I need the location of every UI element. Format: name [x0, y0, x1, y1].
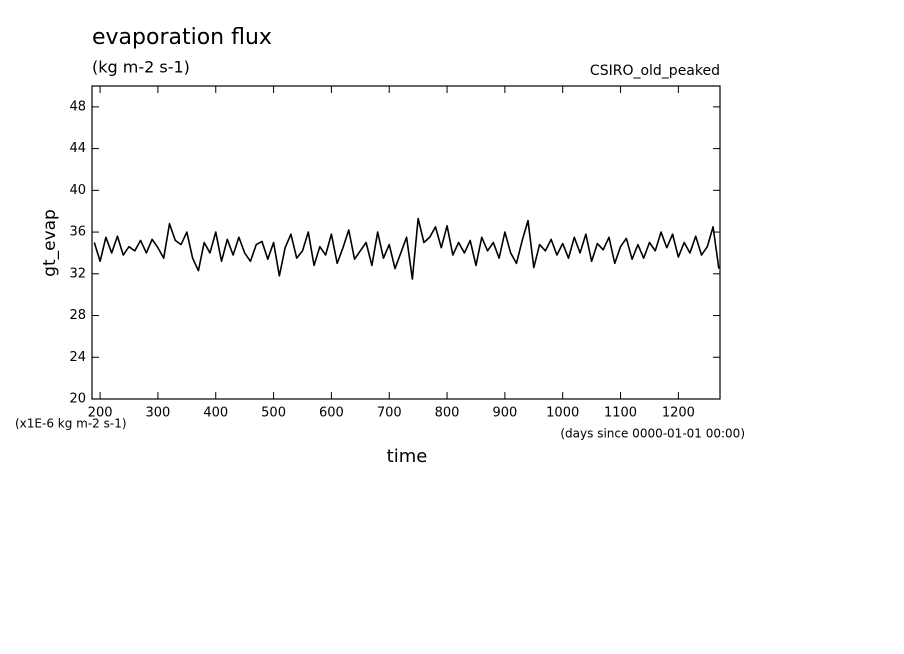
- dataset-label: CSIRO_old_peaked: [590, 63, 720, 79]
- x-tick-label: 200: [88, 406, 113, 421]
- y-axis-label: gt_evap: [40, 209, 60, 277]
- y-tick-label: 44: [69, 141, 86, 156]
- plot-frame: [91, 85, 721, 400]
- chart-title: evaporation flux: [92, 25, 272, 50]
- x-tick-label: 1100: [604, 406, 637, 421]
- y-tick-label: 48: [69, 99, 86, 114]
- x-tick-label: 1000: [546, 406, 579, 421]
- y-tick-label: 20: [69, 392, 86, 407]
- data-line: [93, 217, 720, 280]
- x-tick-label: 400: [203, 406, 228, 421]
- y-tick-label: 32: [69, 266, 86, 281]
- x-tick-label: 900: [492, 406, 517, 421]
- x-tick-label: 500: [261, 406, 286, 421]
- y-tick-label: 24: [69, 350, 86, 365]
- x-tick-label: 800: [435, 406, 460, 421]
- x-axis-label: time: [387, 446, 428, 467]
- y-tick-label: 28: [69, 308, 86, 323]
- x-tick-label: 600: [319, 406, 344, 421]
- chart-subtitle: (kg m-2 s-1): [92, 58, 190, 77]
- y-tick-label: 36: [69, 225, 86, 240]
- y-tick-label: 40: [69, 183, 86, 198]
- y-units-note: (x1E-6 kg m-2 s-1): [15, 417, 127, 431]
- x-tick-label: 1200: [662, 406, 695, 421]
- x-units-note: (days since 0000-01-01 00:00): [560, 427, 745, 441]
- x-tick-label: 700: [377, 406, 402, 421]
- x-tick-label: 300: [146, 406, 171, 421]
